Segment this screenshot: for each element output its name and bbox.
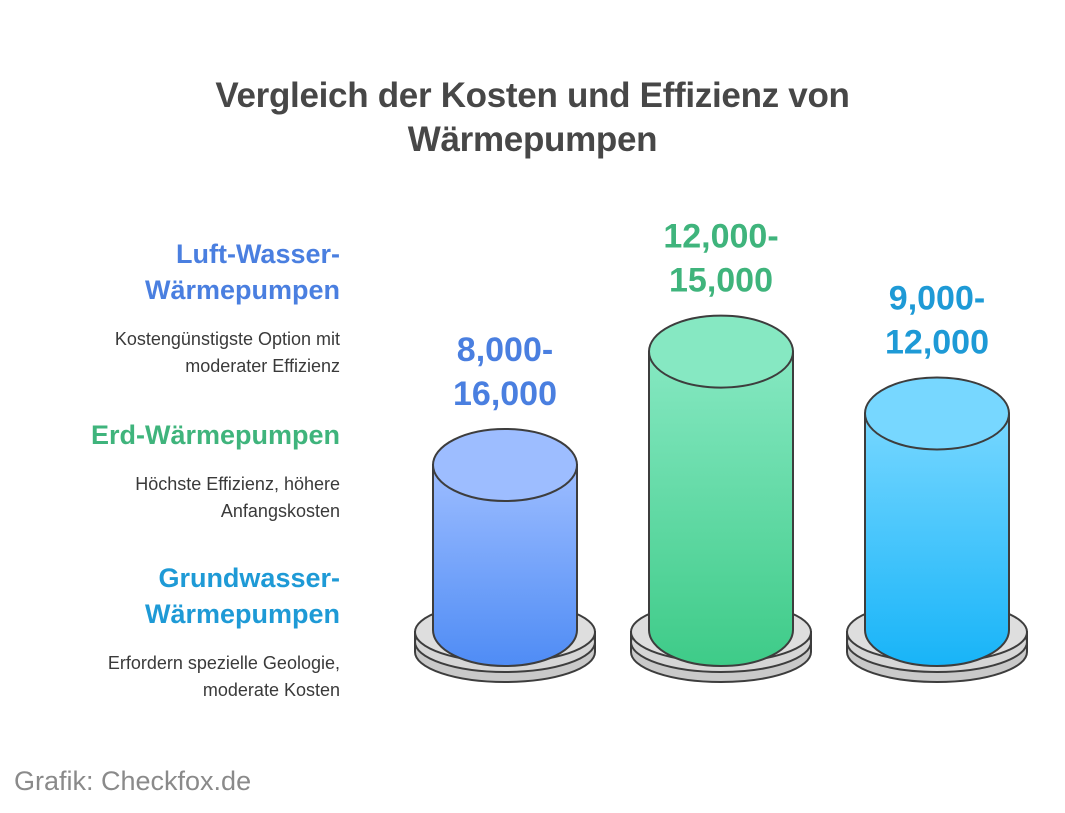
bar-body (432, 464, 578, 667)
legend-name-line: Grundwasser- (158, 563, 340, 593)
legend-description-line: moderater Effizienz (185, 356, 340, 376)
legend-name-line: Erd-Wärmepumpen (90, 420, 340, 450)
legend-item-erd: Erd-Wärmepumpen Höchste Effizienz, höher… (30, 417, 340, 525)
legend-name-line: Luft-Wasser- (175, 239, 340, 269)
chart-title-line-2: Wärmepumpen (407, 120, 658, 159)
bar-1: 8,000- 16,000 (414, 331, 596, 683)
chart-title: Vergleich der Kosten und Effizienz von W… (0, 74, 1065, 162)
legend-description: Erfordern spezielle Geologie, moderate K… (30, 650, 340, 704)
legend-name: Luft-Wasser- Wärmepumpen (30, 236, 340, 308)
legend-description-line: Kostengünstigste Option mit (114, 329, 340, 349)
legend-description-line: Höchste Effizienz, höhere (135, 474, 340, 494)
bar-value-label: 9,000- (889, 279, 985, 317)
bar-value-label: 8,000- (457, 331, 553, 369)
bar-3: 9,000- 12,000 (846, 279, 1028, 683)
bar-top (648, 314, 794, 389)
bar-top (432, 428, 578, 502)
chart-title-line-1: Vergleich der Kosten und Effizienz von (215, 76, 850, 115)
bar-body (864, 412, 1010, 667)
source-credit: Grafik: Checkfox.de (14, 766, 252, 796)
legend-description: Kostengünstigste Option mit moderater Ef… (30, 326, 340, 380)
bar-body (648, 350, 794, 667)
legend-name-line: Wärmepumpen (144, 275, 340, 305)
bar-value-label: 12,000 (885, 323, 989, 361)
bar-top (864, 376, 1010, 451)
legend-description-line: moderate Kosten (202, 680, 340, 700)
legend-name: Grundwasser- Wärmepumpen (30, 560, 340, 632)
bar-value-label: 15,000 (669, 262, 773, 300)
legend-description: Höchste Effizienz, höhere Anfangskosten (30, 471, 340, 525)
legend-item-luft-wasser: Luft-Wasser- Wärmepumpen Kostengünstigst… (30, 236, 340, 380)
bar-2: 12,000- 15,000 (630, 218, 812, 683)
legend-item-grundwasser: Grundwasser- Wärmepumpen Erfordern spezi… (30, 560, 340, 704)
legend-description-line: Anfangskosten (220, 501, 340, 521)
legend-name-line: Wärmepumpen (144, 599, 340, 629)
legend-name: Erd-Wärmepumpen (30, 417, 340, 453)
legend-description-line: Erfordern spezielle Geologie, (107, 653, 340, 673)
bar-value-label: 16,000 (453, 375, 557, 413)
bar-value-label: 12,000- (663, 218, 778, 256)
